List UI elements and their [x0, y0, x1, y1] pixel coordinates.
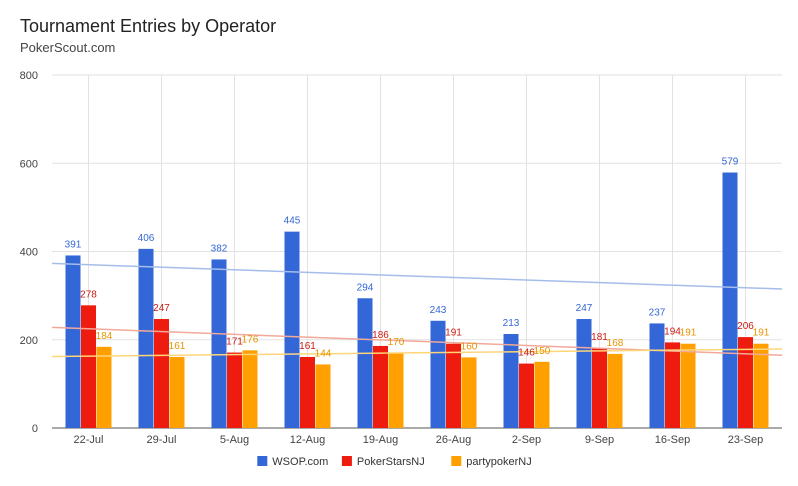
- data-label: 213: [503, 318, 520, 329]
- y-tick-label: 800: [20, 70, 38, 82]
- bar-wsop-com: [65, 255, 81, 428]
- trendline-partypokernj: [51, 348, 783, 358]
- bar-partypokernj: [242, 350, 258, 428]
- bar-pokerstarsnj: [519, 363, 534, 428]
- legend-label: PokerStarsNJ: [357, 456, 425, 468]
- bar-pokerstarsnj: [300, 356, 315, 428]
- x-tick-label: 5-Aug: [220, 434, 249, 446]
- bar-partypokernj: [388, 352, 404, 428]
- bar-partypokernj: [680, 343, 696, 428]
- data-label: 186: [372, 330, 389, 341]
- data-label: 161: [169, 341, 186, 352]
- trendline-wsop-com: [51, 262, 783, 290]
- bar-wsop-com: [430, 320, 446, 428]
- data-label: 247: [576, 303, 593, 314]
- data-label: 191: [445, 328, 462, 339]
- bar-partypokernj: [534, 361, 550, 428]
- data-label: 206: [737, 321, 754, 332]
- data-label: 294: [357, 282, 374, 293]
- y-tick-label: 400: [20, 247, 38, 259]
- bar-wsop-com: [357, 298, 373, 428]
- x-tick-label: 2-Sep: [512, 434, 541, 446]
- bar-partypokernj: [315, 364, 331, 428]
- data-label: 406: [138, 233, 155, 244]
- bar-partypokernj: [607, 353, 623, 428]
- chart-subtitle: PokerScout.com: [20, 40, 116, 55]
- data-label: 168: [607, 338, 624, 349]
- data-label: 278: [80, 289, 97, 300]
- x-tick-label: 12-Aug: [290, 434, 325, 446]
- data-label: 243: [430, 305, 447, 316]
- y-tick-label: 600: [20, 158, 38, 170]
- bar-partypokernj: [753, 343, 769, 428]
- bar-wsop-com: [138, 248, 154, 428]
- bar-pokerstarsnj: [446, 343, 461, 428]
- x-tick-label: 22-Jul: [74, 434, 104, 446]
- bar-partypokernj: [96, 346, 112, 428]
- data-label: 146: [518, 348, 535, 359]
- data-label: 184: [96, 331, 113, 342]
- bar-pokerstarsnj: [154, 319, 169, 428]
- bar-partypokernj: [461, 357, 477, 428]
- bar-wsop-com: [503, 334, 519, 428]
- data-label: 181: [591, 332, 608, 343]
- data-label: 445: [284, 216, 301, 227]
- bar-pokerstarsnj: [227, 352, 242, 428]
- legend-swatch: [341, 456, 352, 466]
- data-label: 382: [211, 243, 228, 254]
- data-label: 391: [65, 239, 82, 250]
- data-label: 579: [722, 157, 739, 168]
- x-tick-label: 9-Sep: [585, 434, 614, 446]
- data-label: 191: [680, 328, 697, 339]
- bar-wsop-com: [576, 319, 592, 428]
- data-label: 160: [461, 341, 478, 352]
- bar-wsop-com: [284, 231, 300, 428]
- x-tick-label: 19-Aug: [363, 434, 398, 446]
- data-label: 247: [153, 303, 170, 314]
- bar-pokerstarsnj: [738, 337, 753, 428]
- y-tick-label: 200: [20, 335, 38, 347]
- data-label: 237: [649, 307, 666, 318]
- bar-wsop-com: [722, 172, 738, 428]
- data-label: 144: [315, 348, 332, 359]
- data-label: 161: [299, 341, 316, 352]
- legend-label: partypokerNJ: [466, 456, 531, 468]
- x-tick-label: 23-Sep: [728, 434, 763, 446]
- legend-label: WSOP.com: [272, 456, 328, 468]
- data-label: 150: [534, 346, 551, 357]
- x-tick-label: 29-Jul: [147, 434, 177, 446]
- y-tick-label: 0: [32, 423, 38, 435]
- bar-wsop-com: [649, 323, 665, 428]
- bar-wsop-com: [211, 259, 227, 428]
- bar-pokerstarsnj: [665, 342, 680, 428]
- data-label: 171: [226, 337, 243, 348]
- bar-pokerstarsnj: [592, 348, 607, 428]
- bar-pokerstarsnj: [81, 305, 96, 428]
- bar-partypokernj: [169, 356, 185, 428]
- x-tick-label: 16-Sep: [655, 434, 690, 446]
- data-label: 191: [753, 328, 770, 339]
- data-label: 194: [664, 326, 681, 337]
- x-tick-label: 26-Aug: [436, 434, 471, 446]
- bar-pokerstarsnj: [373, 345, 388, 428]
- data-label: 176: [242, 334, 259, 345]
- chart-title: Tournament Entries by Operator: [20, 16, 277, 36]
- data-label: 170: [388, 337, 405, 348]
- legend-swatch: [257, 456, 268, 466]
- legend-swatch: [451, 456, 462, 466]
